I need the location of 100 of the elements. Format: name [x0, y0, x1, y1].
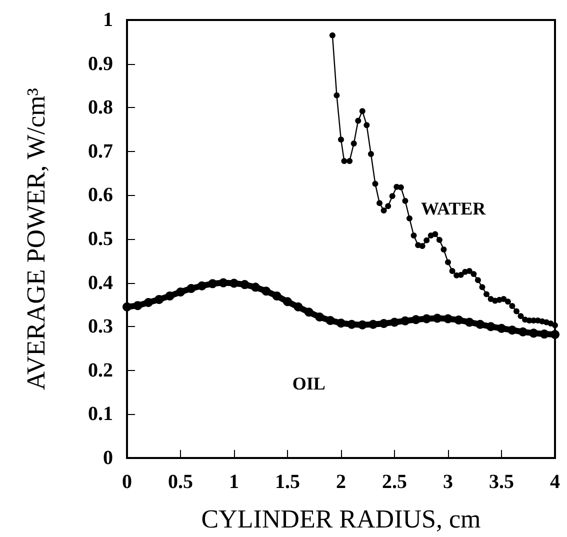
y-tick-label: 0.7 — [88, 140, 113, 162]
text: OIL — [292, 374, 326, 394]
point — [540, 330, 549, 339]
point — [240, 280, 250, 290]
point — [262, 286, 271, 296]
point — [424, 237, 430, 244]
point — [304, 308, 314, 317]
y-tick-label: 0.6 — [88, 184, 113, 206]
x-tick-label: 1 — [229, 471, 239, 493]
point — [518, 313, 524, 320]
point — [497, 324, 506, 333]
point — [400, 316, 410, 326]
point — [358, 320, 367, 330]
y-tick-label: 0.5 — [88, 228, 113, 250]
point — [368, 320, 378, 329]
point — [355, 118, 362, 124]
point — [389, 193, 396, 200]
point — [364, 122, 370, 128]
point — [464, 318, 474, 327]
point — [500, 296, 507, 302]
point — [390, 318, 399, 327]
point — [341, 158, 348, 164]
point — [550, 330, 560, 339]
point — [470, 271, 477, 278]
point — [218, 278, 228, 288]
point — [250, 282, 260, 292]
point — [350, 140, 357, 147]
point — [504, 298, 511, 305]
point — [444, 314, 452, 324]
x-tick-label: 4 — [550, 471, 560, 493]
point — [432, 231, 438, 238]
point — [513, 308, 520, 314]
point — [376, 200, 383, 206]
point — [326, 316, 335, 325]
point — [380, 208, 387, 214]
point — [336, 318, 346, 328]
point — [208, 279, 218, 288]
point — [419, 243, 426, 250]
x-tick-label: 1.5 — [275, 471, 300, 493]
point — [449, 268, 456, 274]
point — [338, 136, 344, 143]
point — [379, 319, 388, 328]
point — [347, 320, 356, 329]
y-tick-label: 0.4 — [88, 272, 113, 294]
point — [509, 303, 516, 310]
x-tick-label: 2.5 — [382, 471, 407, 493]
point — [484, 291, 490, 298]
point — [315, 312, 324, 322]
point — [283, 297, 292, 306]
point — [346, 158, 353, 164]
point — [165, 291, 174, 300]
point — [476, 320, 485, 329]
point — [486, 322, 496, 332]
point — [474, 277, 481, 284]
point — [466, 268, 472, 274]
point — [436, 236, 442, 243]
point — [385, 203, 392, 210]
point — [518, 327, 528, 336]
point — [294, 302, 303, 312]
point — [122, 302, 132, 312]
y-tick-label: 0 — [103, 447, 113, 469]
point — [406, 215, 412, 222]
point — [176, 288, 185, 296]
y-axis-title: AVERAGE POWER, W/cm³ — [22, 88, 50, 390]
point — [454, 316, 464, 325]
point — [410, 232, 417, 238]
point — [359, 108, 366, 114]
x-axis-title: CYLINDER RADIUS, cm — [201, 504, 481, 534]
y-tick-label: 0.8 — [88, 96, 113, 119]
point — [552, 322, 558, 328]
y-tick-label: 1 — [103, 9, 113, 31]
point — [368, 151, 374, 158]
x-tick-label: 3.5 — [489, 471, 514, 493]
x-tick-label: 0.5 — [168, 471, 193, 493]
point — [272, 291, 282, 300]
point — [411, 315, 420, 324]
point — [479, 284, 486, 290]
y-tick-label: 0.9 — [88, 52, 113, 75]
y-tick-label: 0.1 — [88, 403, 113, 426]
point — [186, 284, 196, 293]
point — [334, 92, 340, 98]
point — [432, 314, 442, 323]
point — [508, 326, 517, 335]
point — [329, 32, 336, 38]
point — [445, 259, 451, 266]
x-tick-label: 2 — [336, 471, 346, 493]
point — [154, 294, 164, 304]
point — [133, 301, 142, 310]
point — [230, 278, 238, 288]
series-label: WATER — [421, 198, 487, 218]
point — [144, 298, 153, 308]
point — [197, 281, 206, 290]
point — [440, 246, 447, 253]
point — [529, 328, 538, 338]
y-tick-label: 0.2 — [88, 359, 113, 382]
x-tick-label: 0 — [122, 471, 132, 493]
point — [372, 180, 378, 187]
y-tick-label: 0.3 — [88, 316, 113, 338]
x-tick-label: 3 — [443, 471, 453, 493]
point — [402, 198, 408, 204]
